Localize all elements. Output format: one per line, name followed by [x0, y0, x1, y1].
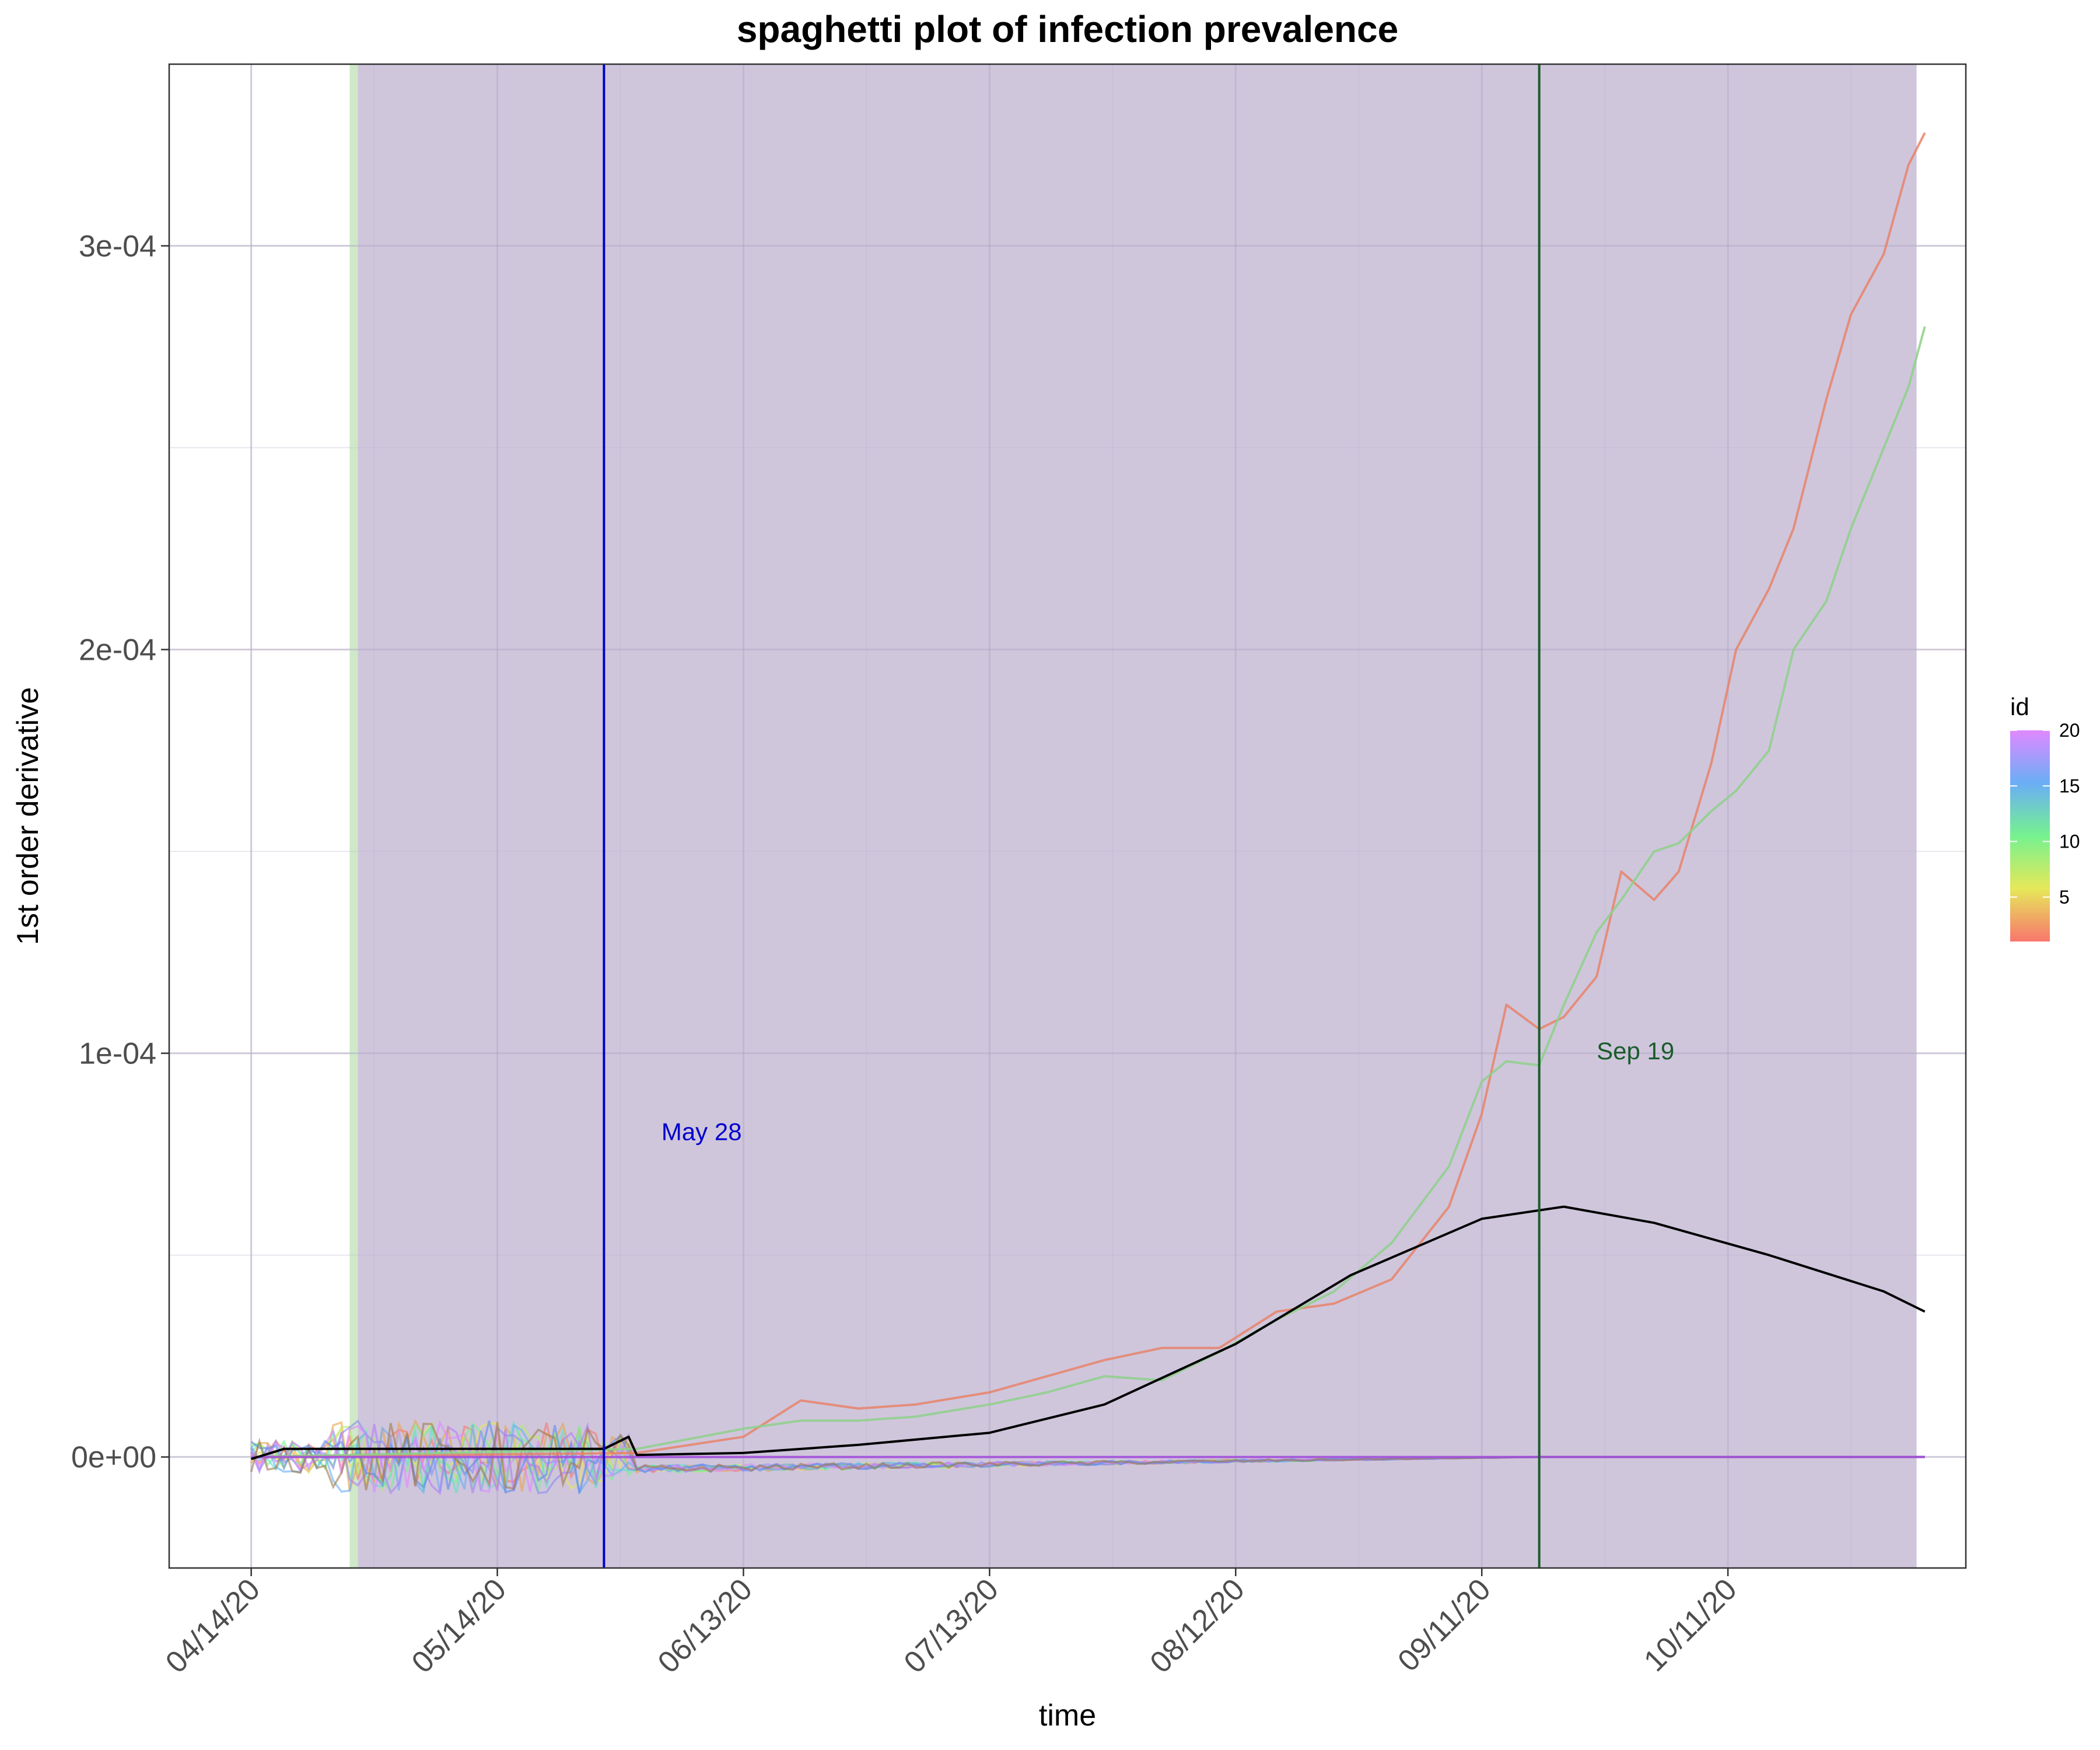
shaded-region: [349, 64, 358, 1568]
x-tick-label: 05/14/20: [405, 1572, 513, 1679]
x-tick-label: 08/12/20: [1144, 1572, 1251, 1679]
legend-tick-label: 20: [2059, 720, 2080, 741]
series-lines: [251, 132, 1926, 1461]
x-tick-label: 09/11/20: [1391, 1572, 1497, 1678]
x-tick-label: 10/11/20: [1637, 1572, 1743, 1678]
x-tick-label: 04/14/20: [159, 1572, 267, 1679]
y-tick-label: 1e-04: [79, 1037, 156, 1071]
y-tick-label: 2e-04: [79, 634, 156, 667]
series-line-id-9: [251, 326, 1926, 1458]
reference-line-label: May 28: [662, 1118, 742, 1145]
y-axis-title: 1st order derivative: [11, 687, 45, 945]
legend-tick-label: 15: [2059, 775, 2080, 796]
legend-colorbar: [2010, 730, 2050, 942]
y-tick-label: 0e+00: [71, 1441, 156, 1475]
x-tick-label: 07/13/20: [898, 1572, 1005, 1679]
x-axis-title: time: [1039, 1699, 1096, 1732]
y-tick-label: 3e-04: [79, 229, 156, 263]
legend-ticks: 5 10 15 20: [2010, 720, 2080, 908]
series-line-id-1: [251, 132, 1926, 1458]
shaded-region: [358, 64, 1917, 1568]
series-line-mean: [251, 1205, 1926, 1461]
legend: id 5 10 15 20: [2010, 693, 2080, 942]
reference-line-label: Sep 19: [1597, 1037, 1674, 1065]
legend-tick-label: 5: [2059, 887, 2070, 908]
legend-tick-label: 10: [2059, 831, 2080, 852]
panel-border: [168, 63, 1967, 1569]
reference-lines: May 28 Sep 19: [603, 64, 1674, 1568]
x-tick-label: 06/13/20: [652, 1572, 759, 1679]
legend-title: id: [2010, 693, 2029, 720]
chart-title: spaghetti plot of infection prevalence: [737, 8, 1398, 50]
shaded-regions: [349, 64, 1917, 1568]
